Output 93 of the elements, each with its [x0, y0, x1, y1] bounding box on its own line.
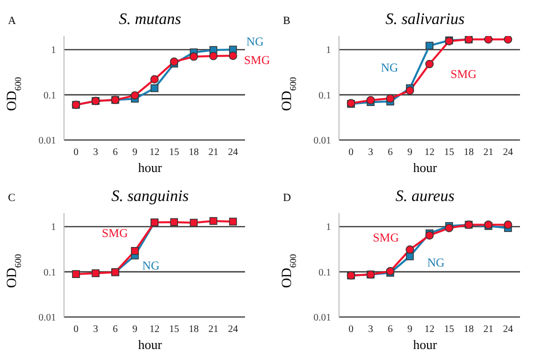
x-tick-label: 12: [424, 147, 434, 158]
point: [170, 218, 178, 226]
point: [386, 94, 394, 103]
x-tick-label: 6: [388, 147, 393, 158]
x-tick-label: 0: [348, 147, 354, 158]
x-tick-label: 15: [444, 147, 454, 158]
point: [426, 42, 434, 50]
point: [150, 84, 158, 92]
point: [406, 86, 414, 95]
y-tick-label: 1: [326, 222, 331, 233]
x-tick-label: 24: [228, 324, 238, 335]
x-tick-label: 21: [208, 147, 218, 158]
point: [228, 52, 238, 60]
x-tick-label: 0: [348, 324, 354, 335]
x-tick-label: 9: [132, 324, 138, 335]
chart-title: S. sanguinis: [111, 188, 189, 204]
y-tick-label: 1: [51, 222, 56, 233]
x-axis-title: hour: [138, 160, 163, 175]
x-tick-label: 9: [407, 324, 412, 335]
x-tick-label: 21: [483, 147, 494, 158]
point: [209, 216, 218, 224]
x-tick-label: 0: [74, 324, 78, 335]
x-tick-label: 3: [368, 324, 374, 335]
series-label: SMG: [102, 225, 128, 240]
x-tick-label: 18: [464, 324, 474, 335]
chart-title: S. mutans: [118, 11, 182, 28]
point: [209, 52, 218, 60]
y-tick-label: 0.01: [38, 312, 56, 324]
chart-title: S. salivarius: [385, 11, 465, 28]
x-tick-label: 24: [503, 147, 513, 158]
point: [504, 220, 512, 228]
x-tick-label: 18: [464, 147, 474, 158]
y-tick-label: 0.01: [314, 136, 331, 147]
x-tick-label: 18: [188, 147, 199, 158]
x-tick-label: 15: [444, 324, 454, 335]
point: [130, 91, 140, 100]
x-tick-label: 3: [93, 324, 98, 335]
x-tick-label: 6: [112, 324, 118, 335]
x-tick-label: 12: [150, 147, 160, 158]
point: [190, 218, 198, 226]
series-label: SMG: [450, 67, 477, 82]
point: [72, 270, 80, 278]
text: A: [8, 15, 16, 27]
point: [190, 52, 198, 61]
y-tick-label: 0.1: [318, 266, 331, 278]
y-tick-label: 0.1: [44, 90, 56, 102]
series-label: SMG: [244, 52, 270, 67]
series-label: NG: [427, 254, 445, 269]
series-label: NG: [380, 60, 398, 75]
point: [92, 268, 100, 277]
y-tick-label: 1: [51, 45, 56, 56]
x-tick-label: 3: [93, 147, 98, 158]
x-tick-label: 24: [228, 147, 238, 158]
x-tick-label: 24: [503, 324, 513, 335]
point: [504, 36, 512, 44]
x-tick-label: 12: [424, 324, 434, 335]
y-tick-label: 0.1: [44, 266, 56, 278]
x-tick-label: 0: [74, 147, 78, 158]
y-tick-label: 1: [326, 45, 331, 56]
text: D: [283, 192, 291, 204]
y-tick-label: 0.1: [318, 90, 331, 102]
x-tick-label: 15: [169, 324, 180, 335]
point: [484, 36, 493, 44]
y-tick-label: 0.01: [38, 136, 56, 147]
text: B: [283, 15, 290, 27]
point: [425, 60, 434, 68]
point: [130, 246, 139, 254]
x-axis-title: hour: [413, 160, 438, 175]
series-label: NG: [142, 258, 160, 272]
point: [150, 75, 159, 84]
chart-title: S. aureus: [396, 188, 454, 204]
x-tick-label: 15: [169, 147, 180, 158]
x-tick-label: 6: [112, 147, 118, 158]
series-label: NG: [246, 34, 264, 49]
point: [229, 217, 237, 226]
x-axis-title: hour: [413, 336, 438, 352]
point: [406, 244, 414, 254]
text: C: [8, 192, 16, 204]
x-tick-label: 9: [407, 147, 412, 158]
point: [444, 223, 454, 232]
x-tick-label: 21: [483, 324, 494, 335]
x-tick-label: 21: [208, 324, 218, 335]
point: [425, 230, 434, 240]
series-label: SMG: [372, 230, 400, 244]
x-tick-label: 6: [388, 324, 393, 335]
x-tick-label: 18: [188, 324, 199, 335]
point: [366, 96, 375, 104]
x-tick-label: 3: [368, 147, 374, 158]
x-tick-label: 12: [150, 324, 160, 335]
x-axis-title: hour: [138, 336, 163, 352]
y-tick-label: 0.01: [314, 312, 331, 324]
point: [406, 252, 414, 260]
x-tick-label: 9: [132, 147, 138, 158]
